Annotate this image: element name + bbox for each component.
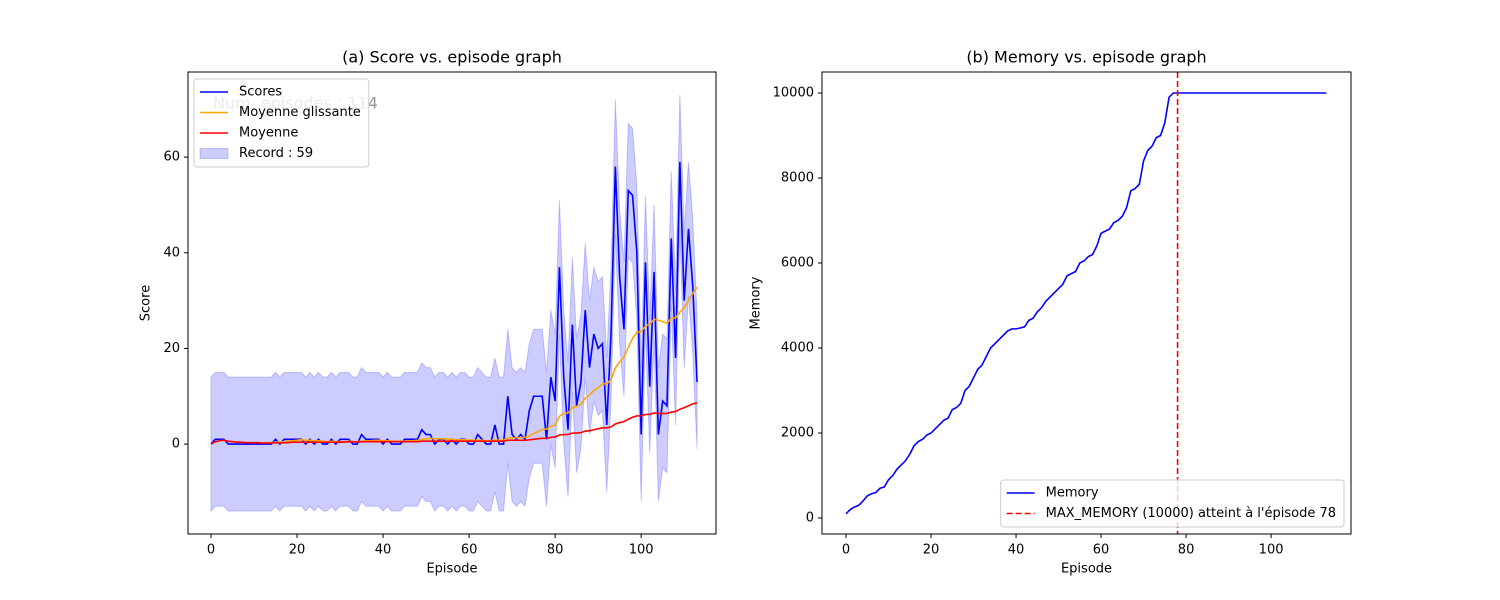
axes-frame — [187, 71, 717, 535]
legend-label: MAX_MEMORY (10000) atteint à l'épisode 7… — [1046, 506, 1336, 521]
plot-area — [210, 94, 698, 513]
x-tick-label: 100 — [629, 543, 654, 558]
x-axis-label: Episode — [426, 562, 477, 577]
y-tick-label: 20 — [163, 341, 180, 356]
y-tick-label: 4000 — [781, 341, 814, 356]
chart-title: (b) Memory vs. episode graph — [966, 48, 1206, 67]
y-axis-label: Memory — [749, 276, 764, 329]
x-tick-label: 0 — [207, 543, 215, 558]
subplot: (a) Score vs. episode graph Episode Score 0… — [139, 48, 717, 577]
series-line — [845, 92, 1327, 515]
x-tick-label: 60 — [1093, 543, 1110, 558]
y-axis-label: Score — [139, 285, 154, 321]
legend-label: Record : 59 — [239, 146, 313, 161]
legend: Memory MAX_MEMORY (10000) atteint à l'épi… — [1000, 479, 1345, 528]
legend: Scores Moyenne glissante Moyenne Record : 5… — [193, 78, 370, 168]
y-tick-label: 0 — [806, 511, 814, 526]
series-line — [210, 402, 698, 445]
x-tick-label: 0 — [842, 543, 850, 558]
x-tick-label: 80 — [547, 543, 564, 558]
x-tick-label: 80 — [1178, 543, 1195, 558]
legend-box — [1000, 479, 1345, 528]
x-axis-label: Episode — [1061, 562, 1112, 577]
y-tick-label: 8000 — [781, 171, 814, 186]
legend-swatch — [199, 148, 229, 159]
series-line — [210, 286, 698, 445]
axes-frame — [821, 71, 1352, 535]
y-tick-label: 6000 — [781, 256, 814, 271]
legend-label: Memory — [1046, 486, 1099, 501]
y-tick-label: 40 — [163, 245, 180, 260]
x-tick-label: 40 — [1008, 543, 1025, 558]
y-tick-label: 60 — [163, 150, 180, 165]
plot-area — [845, 72, 1327, 534]
legend-label: Moyenne glissante — [239, 105, 361, 120]
subplot: (b) Memory vs. episode graph Episode Memor… — [749, 48, 1352, 577]
legend-label: Moyenne — [239, 126, 298, 141]
legend-label: Scores — [239, 85, 282, 100]
x-tick-label: 100 — [1259, 543, 1284, 558]
y-tick-label: 2000 — [781, 426, 814, 441]
y-tick-label: 10000 — [773, 85, 814, 100]
x-tick-label: 20 — [923, 543, 940, 558]
x-tick-label: 60 — [461, 543, 478, 558]
chart-title: (a) Score vs. episode graph — [342, 48, 562, 67]
x-tick-label: 40 — [375, 543, 392, 558]
legend-box — [193, 78, 370, 168]
y-tick-label: 0 — [172, 437, 180, 452]
x-tick-label: 20 — [289, 543, 306, 558]
